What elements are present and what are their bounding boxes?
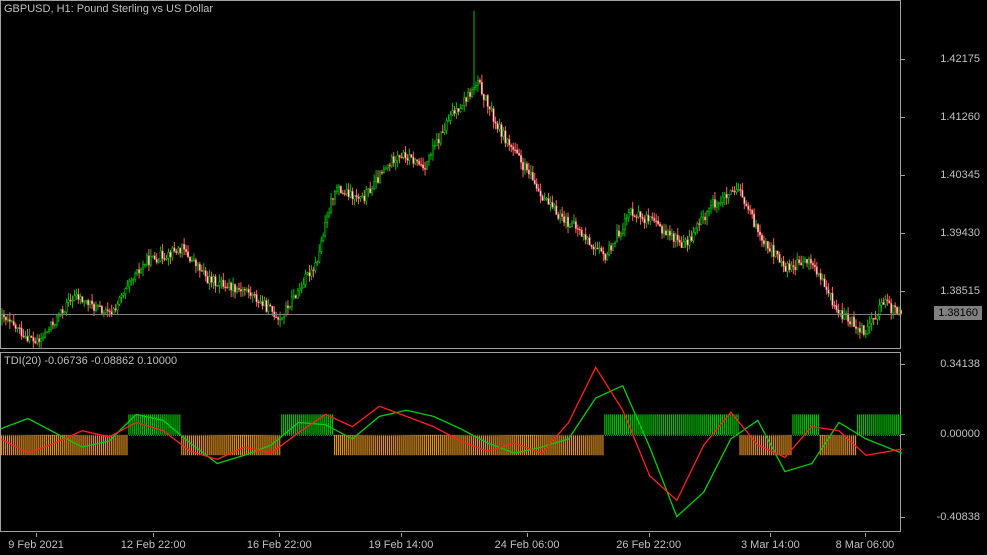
- time-xtick-label: 26 Feb 22:00: [616, 539, 681, 551]
- indicator-ytick-label: 0.00000: [940, 428, 980, 440]
- indicator-ytick-label: -0.40838: [937, 511, 980, 523]
- indicator-y-axis: 0.34138 0.00000 -0.40838: [901, 352, 986, 532]
- indicator-ytick-label: 0.34138: [940, 358, 980, 370]
- last-price-tag: 1.38160: [934, 306, 982, 320]
- chart-title: GBPUSD, H1: Pound Sterling vs US Dollar: [4, 3, 213, 15]
- indicator-panel[interactable]: TDI(20) -0.06736 -0.08862 0.10000: [0, 352, 901, 532]
- time-xtick-label: 8 Mar 06:00: [836, 539, 895, 551]
- last-price-line: [1, 314, 900, 315]
- time-xtick-label: 16 Feb 22:00: [247, 539, 312, 551]
- time-xtick-label: 3 Mar 14:00: [741, 539, 800, 551]
- indicator-zero-line: [1, 435, 900, 436]
- time-xtick-label: 9 Feb 2021: [8, 539, 64, 551]
- price-ytick-label: 1.40345: [940, 169, 980, 181]
- price-ytick-label: 1.41260: [940, 111, 980, 123]
- indicator-title: TDI(20) -0.06736 -0.08862 0.10000: [4, 355, 177, 367]
- price-ytick-label: 1.38515: [940, 285, 980, 297]
- price-chart-panel[interactable]: GBPUSD, H1: Pound Sterling vs US Dollar: [0, 0, 901, 349]
- price-ytick-label: 1.42175: [940, 53, 980, 65]
- indicator-chart[interactable]: [1, 353, 902, 533]
- time-xtick-label: 19 Feb 14:00: [369, 539, 434, 551]
- candlestick-chart[interactable]: [1, 1, 902, 350]
- price-y-axis: 1.42175 1.41260 1.40345 1.39430 1.38515 1.38…: [901, 0, 986, 349]
- time-xtick-label: 12 Feb 22:00: [121, 539, 186, 551]
- time-x-axis: 9 Feb 2021 12 Feb 22:00 16 Feb 22:00 19 Feb…: [0, 533, 901, 553]
- price-ytick-label: 1.39430: [940, 227, 980, 239]
- time-xtick-label: 24 Feb 06:00: [495, 539, 560, 551]
